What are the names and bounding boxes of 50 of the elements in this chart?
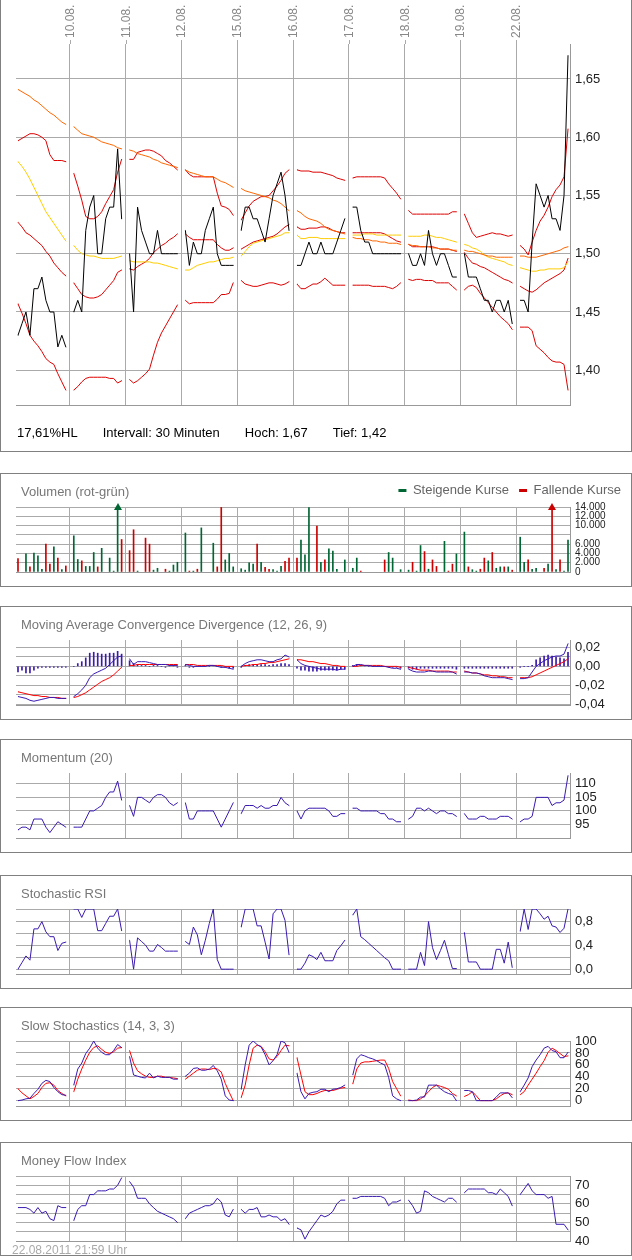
chart-title: Momentum (20) [21, 750, 113, 765]
text: Hoch: 1,67 [244, 425, 308, 441]
text: 22.08.2011 21:59 Uhr [12, 1242, 128, 1258]
legend-label: Fallende Kurse [533, 482, 622, 498]
y-tick-label: 1,65 [575, 70, 601, 86]
y-tick-label: 0,02 [575, 639, 601, 655]
text: Intervall: 30 Minuten [102, 425, 220, 441]
y-tick-label: 50 [575, 1214, 590, 1230]
y-tick-label: -0,02 [575, 676, 605, 692]
y-tick-label: 110 [575, 775, 596, 791]
chart-title: Moving Average Convergence Divergence (12, 26, 9) [21, 617, 328, 632]
y-tick-label: 0,0 [575, 960, 594, 976]
y-tick-label: 12.000 [575, 510, 607, 522]
y-tick-label: 4.000 [575, 547, 601, 559]
y-tick-label: 0,00 [575, 657, 601, 673]
y-tick-label: 14.000 [575, 500, 607, 512]
y-tick-label: -0,04 [575, 695, 605, 711]
x-tick-label: 22.08. [508, 4, 523, 38]
x-tick-label: 18.08. [397, 4, 412, 38]
chart-title: Money Flow Index [21, 1153, 127, 1168]
text: 17,61%HL [17, 425, 78, 441]
chart-title: Slow Stochastics (14, 3, 3) [21, 1018, 175, 1033]
y-tick-label: 100 [575, 802, 597, 818]
x-tick-label: 19.08. [452, 4, 467, 38]
y-tick-label: 1,50 [575, 245, 601, 261]
legend-label: Steigende Kurse [412, 482, 510, 498]
y-tick-label: 1,40 [575, 361, 601, 377]
y-tick-label: 1,60 [575, 128, 601, 144]
y-tick-label: 6.000 [575, 537, 601, 549]
y-tick-label: 0 [575, 565, 581, 577]
y-tick-label: 2.000 [575, 556, 601, 568]
y-tick-label: 95 [575, 816, 590, 832]
y-tick-label: 40 [575, 1232, 590, 1248]
y-tick-label: 60 [575, 1195, 590, 1211]
x-tick-label: 17.08. [341, 4, 356, 38]
y-tick-label: 1,45 [575, 303, 601, 319]
x-tick-label: 15.08. [229, 4, 244, 38]
x-tick-label: 12.08. [173, 4, 188, 38]
x-tick-label: 16.08. [285, 4, 300, 38]
y-tick-label: 0,8 [575, 912, 594, 928]
y-tick-label: 1,55 [575, 187, 601, 203]
chart-title: Stochastic RSI [21, 886, 107, 901]
y-tick-label: 70 [575, 1176, 590, 1192]
chart-title: Volumen (rot-grün) [21, 484, 130, 499]
x-tick-label: 10.08. [62, 4, 77, 38]
y-tick-label: 0,4 [575, 936, 594, 952]
text: Tief: 1,42 [332, 425, 387, 441]
y-tick-label: 10.000 [575, 519, 607, 531]
x-tick-label: 11.08. [118, 5, 133, 38]
y-tick-label: 105 [575, 788, 597, 804]
